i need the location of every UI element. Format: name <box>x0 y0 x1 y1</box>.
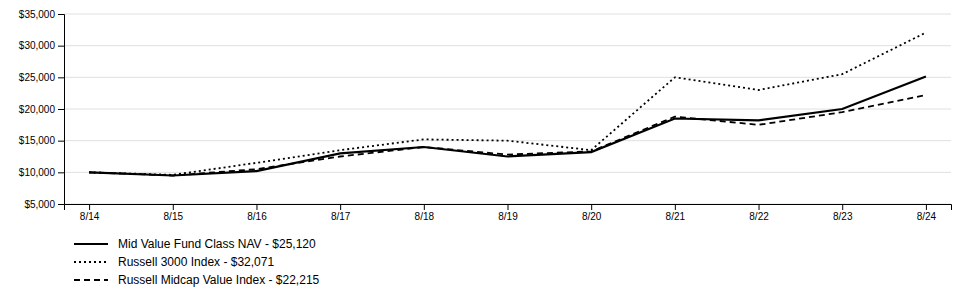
y-tick: $30,000 <box>19 40 64 51</box>
tick-label: $35,000 <box>19 9 56 20</box>
tick-label: $10,000 <box>19 167 56 178</box>
tick-label: 8/15 <box>164 211 184 222</box>
y-tick: $15,000 <box>19 135 64 146</box>
tick-mark <box>926 204 927 210</box>
tick-mark <box>58 46 64 47</box>
legend: Mid Value Fund Class NAV - $25,120 Russel… <box>74 237 320 287</box>
tick-label: 8/19 <box>498 211 518 222</box>
grid-line <box>64 77 951 78</box>
legend-swatch <box>74 279 108 281</box>
y-tick: $5,000 <box>24 199 64 210</box>
x-tick: 8/24 <box>917 204 937 222</box>
legend-item: Russell Midcap Value Index - $22,215 <box>74 273 320 287</box>
y-tick: $35,000 <box>19 9 64 20</box>
tick-label: 8/18 <box>415 211 435 222</box>
series-line <box>89 95 926 176</box>
x-tick: 8/19 <box>498 204 518 222</box>
tick-label: $25,000 <box>19 72 56 83</box>
axis-line <box>65 205 952 211</box>
x-tick: 8/15 <box>164 204 184 222</box>
tick-label: 8/20 <box>582 211 602 222</box>
x-tick: 8/20 <box>582 204 602 222</box>
legend-item: Russell 3000 Index - $32,071 <box>74 255 274 269</box>
tick-label: $5,000 <box>24 199 55 210</box>
tick-mark <box>58 141 64 142</box>
tick-mark <box>58 172 64 173</box>
grid-line <box>64 109 951 110</box>
grid-line <box>64 14 951 15</box>
tick-mark <box>340 204 341 210</box>
y-tick: $10,000 <box>19 167 64 178</box>
x-tick: 8/21 <box>666 204 686 222</box>
legend-item: Mid Value Fund Class NAV - $25,120 <box>74 237 316 251</box>
legend-label: Russell 3000 Index - $32,071 <box>118 255 274 269</box>
tick-label: 8/17 <box>331 211 351 222</box>
lines <box>89 33 926 176</box>
legend-label: Russell Midcap Value Index - $22,215 <box>118 273 320 287</box>
chart: 8/14 8/15 8/16 8/17 8/18 8/19 8/20 8/21 8/22 8/23… <box>0 0 975 304</box>
tick-mark <box>759 204 760 210</box>
tick-label: 8/21 <box>666 211 686 222</box>
x-tick: 8/18 <box>415 204 435 222</box>
tick-label: $15,000 <box>19 135 56 146</box>
tick-mark <box>256 204 257 210</box>
x-tick: 8/23 <box>833 204 853 222</box>
x-tick: 8/22 <box>749 204 769 222</box>
tick-label: 8/22 <box>749 211 769 222</box>
tick-mark <box>89 204 90 210</box>
tick-label: 8/14 <box>80 211 100 222</box>
series-line <box>89 33 926 175</box>
tick-mark <box>591 204 592 210</box>
axis-line <box>58 15 65 205</box>
grid-line <box>64 172 951 173</box>
tick-label: 8/16 <box>247 211 267 222</box>
tick-label: $20,000 <box>19 104 56 115</box>
legend-label: Mid Value Fund Class NAV - $25,120 <box>118 237 316 251</box>
legend-swatch <box>74 261 108 263</box>
tick-mark <box>508 204 509 210</box>
y-tick: $20,000 <box>19 104 64 115</box>
x-tick: 8/14 <box>80 204 100 222</box>
x-axis: 8/14 8/15 8/16 8/17 8/18 8/19 8/20 8/21 8/22 8/23… <box>65 204 952 222</box>
plot: 8/14 8/15 8/16 8/17 8/18 8/19 8/20 8/21 8/22 8/23… <box>19 9 952 222</box>
tick-mark <box>58 109 64 110</box>
tick-label: 8/23 <box>833 211 853 222</box>
y-axis: $5,000 $10,000 $15,000 $20,000 $25,000 $30,00… <box>19 9 65 210</box>
tick-mark <box>675 204 676 210</box>
tick-mark <box>58 14 64 15</box>
tick-label: $30,000 <box>19 40 56 51</box>
x-tick: 8/16 <box>247 204 267 222</box>
series-line <box>89 77 926 176</box>
y-tick: $25,000 <box>19 72 64 83</box>
grid <box>64 14 951 204</box>
tick-mark <box>173 204 174 210</box>
tick-mark <box>424 204 425 210</box>
x-tick: 8/17 <box>331 204 351 222</box>
tick-label: 8/24 <box>917 211 937 222</box>
tick-mark <box>58 204 64 205</box>
tick-mark <box>58 77 64 78</box>
legend-swatch <box>74 243 108 245</box>
tick-mark <box>842 204 843 210</box>
grid-line <box>64 45 951 46</box>
